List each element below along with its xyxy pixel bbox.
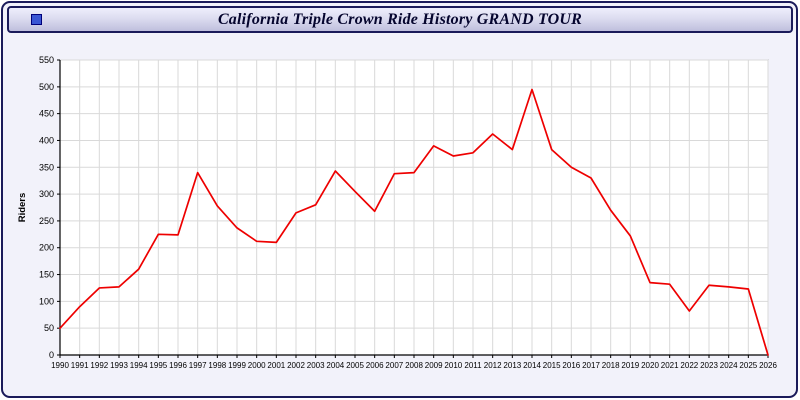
x-tick-label: 2023 <box>700 361 718 370</box>
y-tick-label: 50 <box>44 323 54 333</box>
x-tick-label: 1995 <box>149 361 167 370</box>
x-tick-label: 1997 <box>189 361 207 370</box>
y-tick-label: 400 <box>39 135 54 145</box>
x-tick-label: 2020 <box>641 361 659 370</box>
y-tick-label: 300 <box>39 189 54 199</box>
x-tick-label: 2017 <box>582 361 600 370</box>
x-tick-label: 2025 <box>739 361 757 370</box>
y-tick-label: 250 <box>39 216 54 226</box>
title-square-icon <box>31 14 42 25</box>
x-tick-label: 2014 <box>523 361 541 370</box>
x-tick-label: 2012 <box>484 361 502 370</box>
x-tick-label: 2024 <box>720 361 738 370</box>
x-tick-label: 1996 <box>169 361 187 370</box>
x-tick-label: 2026 <box>759 361 777 370</box>
y-axis-title: Riders <box>17 193 28 223</box>
y-tick-label: 200 <box>39 243 54 253</box>
x-tick-label: 1992 <box>90 361 108 370</box>
x-tick-label: 2000 <box>248 361 266 370</box>
x-tick-label: 2010 <box>444 361 462 370</box>
x-tick-label: 1990 <box>51 361 69 370</box>
chart-svg: 1990 1991 1992 1993 1994 1995 1996 1997 1998 1999… <box>17 55 777 370</box>
x-axis-labels: 1990 1991 1992 1993 1994 1995 1996 1997 1998 1999… <box>51 355 777 370</box>
x-tick-label: 1993 <box>110 361 128 370</box>
x-tick-label: 2015 <box>543 361 561 370</box>
riders-line <box>59 88 769 356</box>
x-tick-label: 2009 <box>425 361 443 370</box>
x-tick-label: 2006 <box>366 361 384 370</box>
y-axis-labels: 0 50 100 150 200 250 300 350 400 450 500 550 <box>39 55 60 360</box>
x-tick-label: 2002 <box>287 361 305 370</box>
x-tick-label: 2013 <box>503 361 521 370</box>
x-tick-label: 2001 <box>267 361 285 370</box>
x-tick-label: 2005 <box>346 361 364 370</box>
y-tick-label: 500 <box>39 82 54 92</box>
y-tick-label: 350 <box>39 162 54 172</box>
x-tick-label: 2004 <box>326 361 344 370</box>
x-tick-label: 2018 <box>602 361 620 370</box>
chart-title: California Triple Crown Ride History GRA… <box>217 10 583 28</box>
chart-panel: 1990 1991 1992 1993 1994 1995 1996 1997 1998 1999… <box>3 37 796 396</box>
x-tick-label: 1994 <box>130 361 148 370</box>
y-tick-label: 100 <box>39 296 54 306</box>
x-tick-label: 2008 <box>405 361 423 370</box>
y-tick-label: 450 <box>39 109 54 119</box>
y-tick-label: 550 <box>39 55 54 65</box>
y-tick-label: 0 <box>49 350 54 360</box>
y-tick-label: 150 <box>39 270 54 280</box>
x-tick-label: 2019 <box>621 361 639 370</box>
x-tick-label: 2003 <box>307 361 325 370</box>
x-tick-label: 2021 <box>661 361 679 370</box>
x-tick-label: 2007 <box>385 361 403 370</box>
x-tick-label: 2011 <box>464 361 482 370</box>
x-tick-label: 1991 <box>71 361 89 370</box>
x-tick-label: 2022 <box>680 361 698 370</box>
title-bar: California Triple Crown Ride History GRA… <box>7 6 793 33</box>
x-tick-label: 2016 <box>562 361 580 370</box>
x-tick-label: 1998 <box>208 361 226 370</box>
x-tick-label: 1999 <box>228 361 246 370</box>
